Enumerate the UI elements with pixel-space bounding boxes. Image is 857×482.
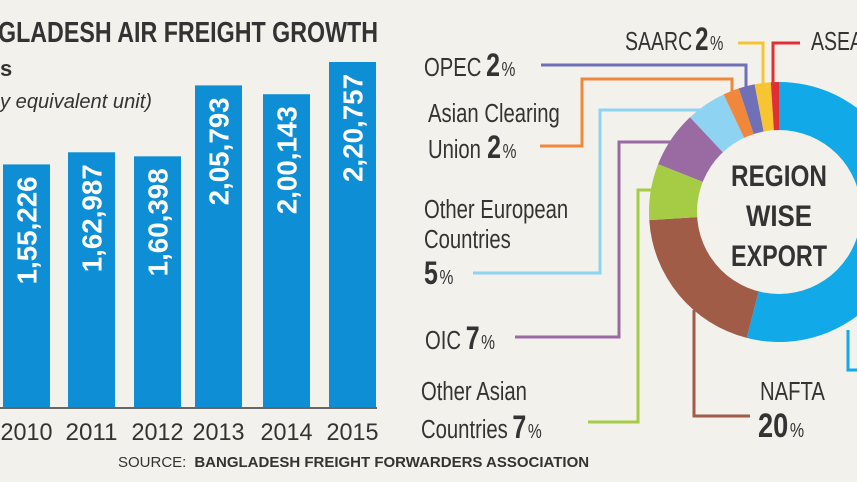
label-oec-pct-group: 5% <box>424 256 453 292</box>
source-line: SOURCE: BANGLADESH FREIGHT FORWARDERS ASS… <box>118 454 589 471</box>
label-oic: OIC 7% <box>425 321 495 357</box>
leader-lines <box>473 41 857 424</box>
label-opec-name: OPEC <box>424 53 481 82</box>
bar-value-label: 1,62,987 <box>77 164 108 272</box>
donut-center-line-3: EXPORT <box>731 240 827 273</box>
label-oic-name: OIC <box>425 326 461 355</box>
source-label: SOURCE: <box>118 454 186 471</box>
x-tick-label: 2014 <box>261 419 313 446</box>
x-tick-label: 2011 <box>66 419 118 446</box>
leader-line-saarc <box>738 41 765 88</box>
label-nafta-pct: 20 <box>758 406 788 445</box>
label-acu-line2: Union <box>428 135 481 164</box>
donut-center-line-1: REGION <box>731 160 827 193</box>
x-tick-label: 2015 <box>327 419 379 446</box>
label-acu-unit: % <box>503 140 517 162</box>
chart-subtitle: s <box>0 56 12 81</box>
bar-value-label: 2,05,793 <box>204 97 235 205</box>
leader-line-oec <box>473 108 700 275</box>
x-tick-label: 2012 <box>132 419 184 446</box>
label-opec-pct: 2 <box>486 48 500 84</box>
label-saarc-unit: % <box>710 32 724 55</box>
x-tick-label: 2010 <box>1 419 53 446</box>
label-nafta-pct-group: 20% <box>758 406 804 445</box>
label-acu-pct: 2 <box>487 130 501 166</box>
label-opec: OPEC 2% <box>424 48 515 84</box>
bar-value-label: 1,55,226 <box>12 176 43 284</box>
label-oec-unit: % <box>439 266 453 288</box>
donut-hole <box>697 130 857 294</box>
bar-2014 <box>263 94 310 408</box>
label-oac-pct: 7 <box>512 410 526 446</box>
label-oac-line1: Other Asian <box>421 377 527 406</box>
source-name: BANGLADESH FREIGHT FORWARDERS ASSOCIATIO… <box>194 454 589 471</box>
leader-line-acu <box>540 77 734 148</box>
label-oac-line2-group: Countries 7% <box>421 410 542 446</box>
label-oic-unit: % <box>481 331 495 353</box>
label-oec-pct: 5 <box>424 256 438 292</box>
label-saarc: SAARC2% <box>625 21 724 57</box>
leader-line-main <box>846 330 857 372</box>
label-acu-line2-group: Union 2% <box>428 130 517 166</box>
label-saarc-name: SAARC <box>625 26 692 55</box>
donut-center-line-2: WISE <box>746 200 812 233</box>
unit-note: y equivalent unit) <box>0 91 152 113</box>
label-oec-line2: Countries <box>424 225 511 254</box>
leader-line-asean <box>771 41 800 88</box>
label-asean-name: ASEA <box>811 26 857 55</box>
bar-value-label: 1,60,398 <box>143 168 174 276</box>
leader-line-nafta <box>692 310 750 418</box>
leader-line-opec <box>541 63 748 93</box>
chart-title: GLADESH AIR FREIGHT GROWTH <box>0 17 378 49</box>
bar-2011 <box>68 152 115 407</box>
bar-2013 <box>195 85 242 407</box>
x-tick-label: 2013 <box>193 419 245 446</box>
bar-value-label: 2,20,757 <box>338 74 369 182</box>
label-nafta-unit: % <box>790 419 804 441</box>
label-oac-line2: Countries <box>421 415 508 444</box>
bar-2015 <box>329 62 376 407</box>
leader-line-oac <box>588 188 655 424</box>
bar-chart: 1,55,226 2010 1,62,987 2011 1,60,398 2012 2,05… <box>1 62 379 446</box>
leader-line-oic <box>515 140 675 339</box>
bar-2010 <box>3 164 50 407</box>
label-oec-line1: Other European <box>424 195 568 224</box>
label-oic-pct: 7 <box>466 321 480 357</box>
bar-value-label: 2,00,143 <box>272 106 303 214</box>
label-acu-line1: Asian Clearing <box>428 99 560 128</box>
label-saarc-pct: 2 <box>695 21 708 57</box>
label-nafta-name: NAFTA <box>760 377 825 406</box>
label-oac-unit: % <box>528 420 542 442</box>
label-opec-unit: % <box>502 58 516 80</box>
bar-2012 <box>134 156 181 407</box>
